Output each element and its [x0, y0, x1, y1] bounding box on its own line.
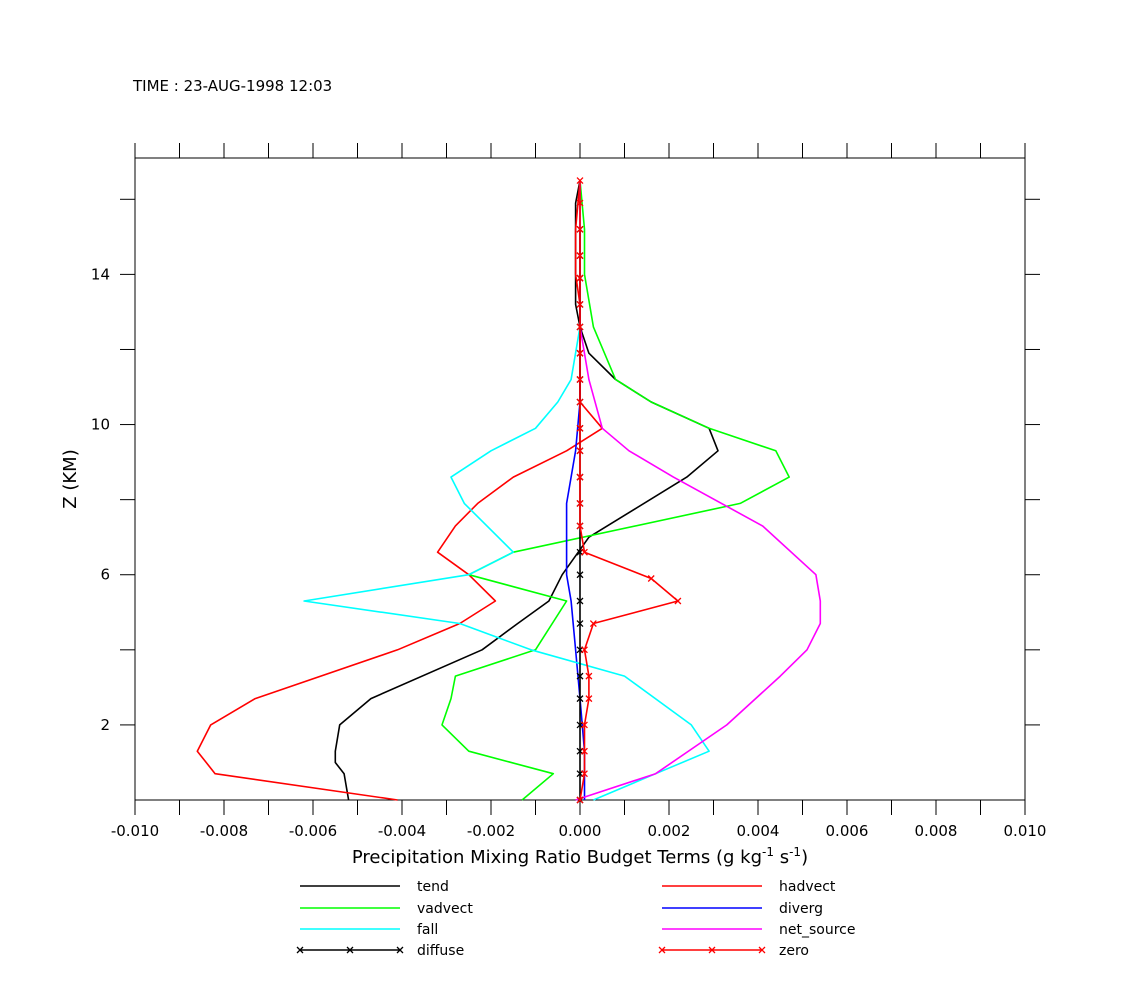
- x-tick-label: -0.008: [200, 822, 248, 840]
- series-marker-zero: [585, 695, 593, 703]
- y-tick-label: 10: [91, 416, 110, 434]
- time-label: TIME : 23-AUG-1998 12:03: [132, 77, 332, 95]
- legend-label-vadvect: vadvect: [417, 901, 473, 917]
- series-lines: [196, 177, 822, 804]
- series-marker-diffuse: [576, 672, 584, 680]
- legend-label-hadvect: hadvect: [779, 879, 836, 895]
- series-line-zero: [579, 180, 679, 801]
- series-marker-zero: [585, 672, 593, 680]
- legend-label-net_source: net_source: [779, 922, 855, 938]
- y-axis-label: Z (KM): [60, 449, 81, 508]
- x-tick-label: 0.006: [826, 822, 869, 840]
- series-marker-diffuse: [576, 597, 584, 605]
- x-tick-label: -0.006: [289, 822, 337, 840]
- x-tick-labels: -0.010 -0.008 -0.006 -0.004 -0.002 0.000 0.002…: [111, 822, 1047, 840]
- legend-label-fall: fall: [417, 922, 438, 938]
- series-marker-zero: [576, 522, 584, 530]
- series-marker-zero: [580, 548, 588, 556]
- x-tick-label: 0.004: [737, 822, 780, 840]
- series-marker-zero: [576, 323, 584, 331]
- series-marker-zero: [576, 252, 584, 260]
- y-tick-labels: 2 6 10 14: [91, 265, 110, 734]
- series-marker-diffuse: [576, 620, 584, 628]
- series-marker-zero: [576, 499, 584, 507]
- legend-label-diffuse: diffuse: [417, 943, 464, 959]
- x-tick-label: 0.008: [915, 822, 958, 840]
- legend-label-zero: zero: [779, 943, 809, 959]
- x-tick-label: 0.002: [648, 822, 691, 840]
- legend-label-diverg: diverg: [779, 901, 823, 917]
- series-marker-zero: [576, 274, 584, 282]
- legend-marker-zero: [758, 946, 766, 954]
- y-tick-label: 6: [100, 566, 110, 584]
- series-marker-zero: [576, 447, 584, 455]
- series-marker-zero: [589, 620, 597, 628]
- legend-marker-zero: [708, 946, 716, 954]
- series-line-fall: [303, 180, 710, 801]
- series-marker-zero: [576, 376, 584, 383]
- series-marker-zero: [580, 770, 588, 778]
- series-marker-zero: [580, 721, 588, 729]
- legend: tend vadvect fall diffuse hadvect diverg net_s…: [296, 879, 855, 959]
- y-tick-label: 14: [91, 265, 110, 283]
- x-tick-label: -0.002: [467, 822, 515, 840]
- series-marker-zero: [647, 575, 655, 582]
- legend-marker-diffuse: [346, 946, 354, 954]
- series-marker-zero: [580, 747, 588, 755]
- x-tick-label: 0.010: [1004, 822, 1047, 840]
- series-marker-zero: [576, 300, 584, 308]
- series-marker-zero: [576, 199, 584, 207]
- series-line-hadvect: [196, 180, 604, 801]
- x-axis-label: Precipitation Mixing Ratio Budget Terms …: [352, 845, 808, 868]
- series-marker-zero: [576, 398, 584, 406]
- axis-ticks: [120, 143, 1040, 815]
- x-tick-label: 0.000: [559, 822, 602, 840]
- legend-label-tend: tend: [417, 879, 449, 895]
- series-marker-diffuse: [576, 695, 584, 703]
- series-marker-diffuse: [576, 571, 584, 579]
- series-marker-zero: [576, 349, 584, 357]
- x-tick-label: -0.004: [378, 822, 426, 840]
- y-tick-label: 2: [100, 716, 110, 734]
- series-marker-zero: [576, 796, 584, 804]
- series-marker-zero: [576, 424, 584, 432]
- legend-marker-zero: [658, 946, 666, 954]
- series-line-net_source: [575, 180, 822, 801]
- legend-marker-diffuse: [396, 946, 404, 954]
- series-marker-zero: [674, 597, 682, 605]
- series-line-tend: [334, 180, 719, 801]
- series-line-vadvect: [441, 180, 791, 801]
- legend-marker-diffuse: [296, 946, 304, 954]
- series-marker-zero: [576, 473, 584, 481]
- series-marker-zero: [576, 177, 584, 184]
- series-marker-zero: [580, 646, 588, 654]
- x-tick-label: -0.010: [111, 822, 159, 840]
- series-marker-zero: [576, 225, 584, 233]
